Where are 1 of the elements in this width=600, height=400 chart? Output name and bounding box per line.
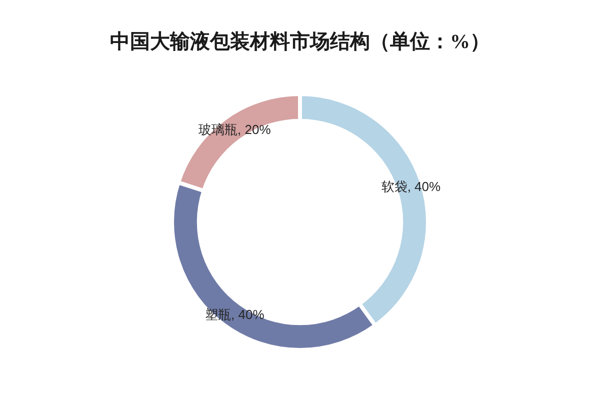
- title: 中国大输液包装材料市场结构（单位：%）: [110, 31, 490, 53]
